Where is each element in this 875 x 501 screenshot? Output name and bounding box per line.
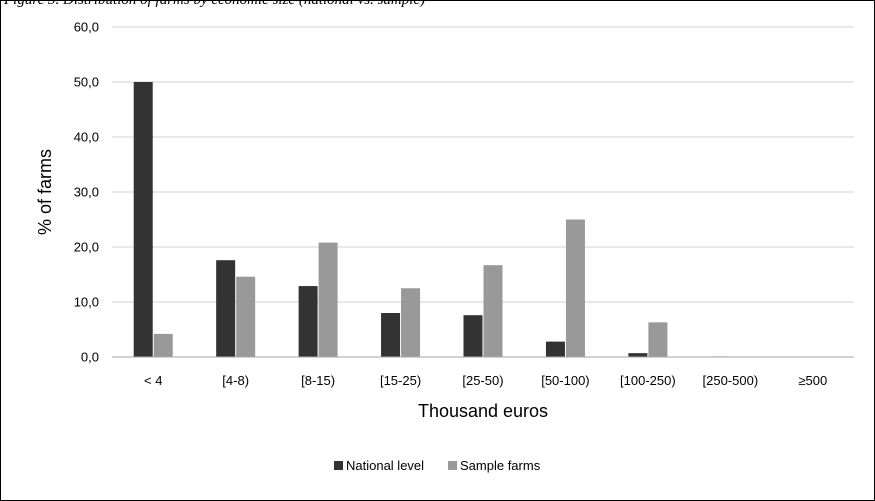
x-tick-label: [15-25) xyxy=(380,373,421,388)
x-tick-label: [4-8) xyxy=(222,373,249,388)
y-axis-ticks: 0,0 10,0 20,0 30,0 40,0 50,0 60,0 xyxy=(74,20,99,365)
bar-sample-farms xyxy=(401,288,421,357)
bar-sample-farms xyxy=(483,265,503,357)
gridlines xyxy=(112,26,854,303)
bar-national-level xyxy=(216,260,236,357)
y-tick-label: 30,0 xyxy=(74,185,99,200)
legend-swatch-sample-farms xyxy=(448,461,457,470)
y-tick-label: 10,0 xyxy=(74,295,99,310)
y-tick-label: 20,0 xyxy=(74,240,99,255)
x-tick-label: [25-50) xyxy=(462,373,503,388)
y-tick-label: 60,0 xyxy=(74,20,99,35)
bar-sample-farms xyxy=(565,219,585,357)
x-tick-label: [250-500) xyxy=(703,373,759,388)
figure-caption: Figure 3. Distribution of farms by econo… xyxy=(4,0,426,8)
bar-national-level xyxy=(463,315,483,357)
bar-sample-farms xyxy=(153,333,173,357)
bar-sample-farms xyxy=(318,242,338,357)
y-tick-label: 0,0 xyxy=(81,350,99,365)
x-tick-label: [100-250) xyxy=(620,373,676,388)
y-tick-label: 50,0 xyxy=(74,75,99,90)
legend: National level Sample farms xyxy=(334,458,541,473)
legend-label-sample-farms: Sample farms xyxy=(460,458,541,473)
bar-national-level xyxy=(381,313,401,357)
x-tick-label: [50-100) xyxy=(541,373,589,388)
bar-national-level xyxy=(628,353,648,357)
x-axis-title: Thousand euros xyxy=(418,401,548,421)
legend-label-national-level: National level xyxy=(346,458,424,473)
bar-sample-farms xyxy=(648,322,668,357)
x-axis-ticks: < 4 [4-8) [8-15) [15-25) [25-50) [50-100) [100… xyxy=(144,373,827,388)
bar-national-level xyxy=(133,82,153,357)
x-tick-label: ≥500 xyxy=(798,373,827,388)
bars xyxy=(133,82,730,357)
y-tick-label: 40,0 xyxy=(74,130,99,145)
legend-swatch-national-level xyxy=(334,461,343,470)
bar-national-level xyxy=(545,341,565,357)
x-tick-label: < 4 xyxy=(144,373,162,388)
bar-sample-farms xyxy=(236,276,256,357)
y-axis-title: % of farms xyxy=(35,149,55,235)
bar-national-level xyxy=(298,286,318,357)
x-tick-label: [8-15) xyxy=(301,373,335,388)
